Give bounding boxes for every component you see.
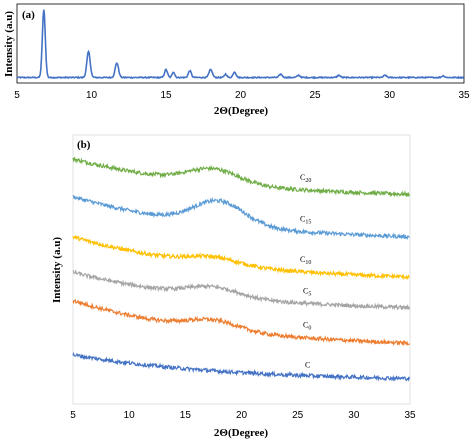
panel-b-series-label: C5 — [303, 287, 311, 298]
panel-b-series-line — [72, 194, 410, 241]
panel-a: (a) Intensity (a.u) 2Θ(Degree) 5 10 15 20 25… — [3, 3, 470, 117]
panel-b-series-label-main: C — [300, 173, 305, 182]
panel-a-label: (a) — [22, 9, 35, 21]
panel-b-series-label: C15 — [300, 215, 311, 226]
panel-b-series-label: C20 — [300, 173, 311, 184]
panel-b-series-label-main: C — [303, 321, 308, 330]
panel-b-series-line — [72, 156, 410, 198]
panel-b-series-label-main: C — [303, 287, 308, 296]
panel-b-series-label-main: C — [305, 360, 310, 369]
panel-b-series-label-sub: 15 — [305, 220, 311, 226]
panel-b-series-label-sub: 0 — [308, 326, 311, 332]
panel-b-x-tick-label: 30 — [348, 410, 360, 421]
panel-a-x-tick-label: 25 — [309, 90, 321, 101]
panel-b-x-tick-label: 35 — [404, 410, 416, 421]
panel-b-x-tick-label: 25 — [292, 410, 304, 421]
panel-b-series-label-sub: 20 — [305, 178, 311, 184]
panel-a-xlabel: 2Θ(Degree) — [214, 105, 268, 117]
panel-a-x-tick-label: 10 — [86, 90, 98, 101]
panel-b-series-line — [72, 298, 410, 347]
panel-a-ylabel: Intensity (a.u) — [3, 11, 15, 77]
panel-a-x-tick-label: 30 — [384, 90, 396, 101]
panel-b-series-line — [72, 234, 410, 281]
panel-b-series-label-main: C — [300, 215, 305, 224]
panel-b-series-line — [72, 351, 411, 382]
panel-a-x-ticks: 5 10 15 20 25 30 35 — [14, 90, 470, 101]
panel-b-x-ticks: 5 10 15 20 25 30 35 — [70, 410, 416, 421]
panel-b-series-label: C — [305, 360, 310, 369]
panel-b-series-label: C10 — [300, 255, 311, 266]
panel-b: (b) Intensity (a.u) 2Θ(Degree) 5 10 15 20 25… — [51, 134, 416, 439]
panel-a-frame — [16, 3, 465, 84]
panel-b-x-tick-label: 20 — [236, 410, 248, 421]
panel-a-x-tick-label: 35 — [458, 90, 470, 101]
panel-a-series — [16, 9, 465, 80]
panel-b-series-label-sub: 5 — [308, 292, 311, 298]
panel-b-frame — [72, 134, 411, 405]
panel-a-x-tick-label: 5 — [14, 90, 20, 101]
panel-b-series-line — [72, 269, 411, 311]
panel-b-series-label-main: C — [300, 255, 305, 264]
panel-a-x-tick-label: 15 — [160, 90, 172, 101]
panel-a-x-tick-label: 20 — [235, 90, 247, 101]
panel-b-label: (b) — [77, 139, 91, 151]
panel-b-ylabel: Intensity (a.u) — [51, 237, 63, 303]
panel-b-series-label-sub: 10 — [305, 260, 311, 266]
panel-b-x-tick-label: 15 — [180, 410, 192, 421]
panel-a-series-line — [16, 9, 465, 80]
panel-b-xlabel: 2Θ(Degree) — [214, 427, 268, 439]
panel-b-series-label: C0 — [303, 321, 311, 332]
panel-b-x-tick-label: 10 — [124, 410, 136, 421]
panel-b-x-tick-label: 5 — [70, 410, 76, 421]
panel-b-series — [72, 156, 411, 382]
